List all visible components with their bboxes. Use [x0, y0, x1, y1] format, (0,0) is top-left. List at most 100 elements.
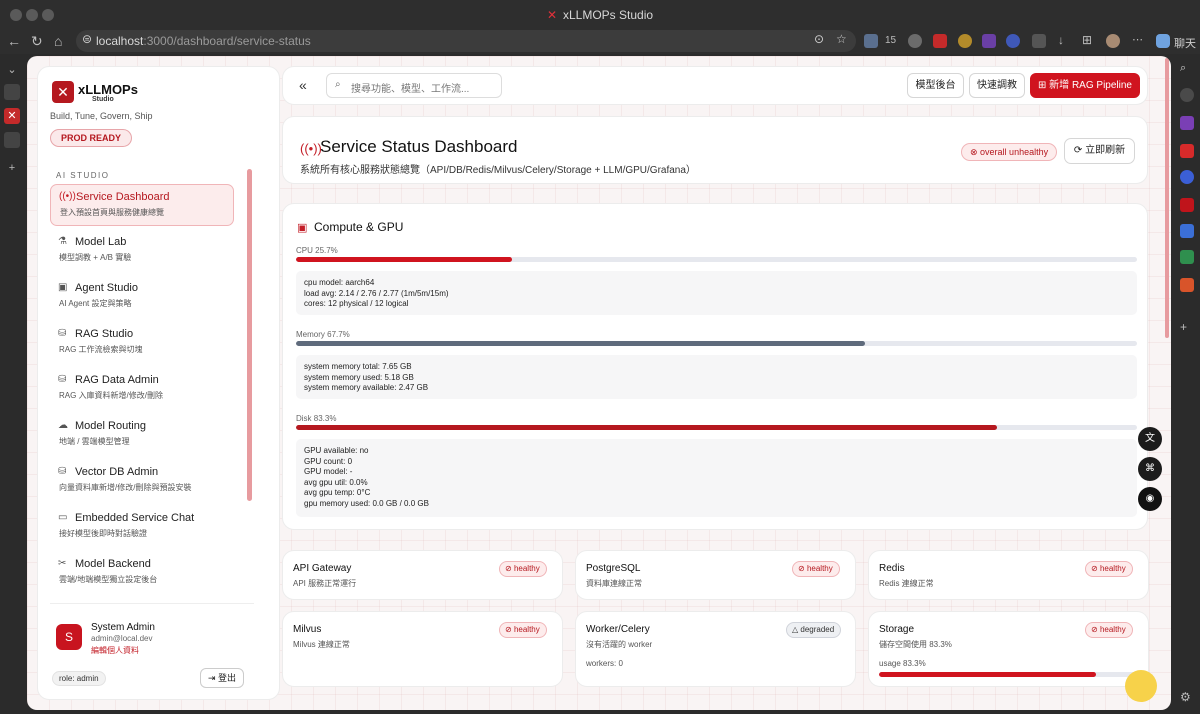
sidepanel-icon[interactable]: ⊞ — [1082, 33, 1093, 47]
search-input[interactable]: ⌕ 搜尋功能、模型、工作流... — [326, 73, 502, 98]
extension-icon[interactable] — [958, 34, 972, 48]
home-icon[interactable]: ⌂ — [54, 33, 63, 49]
search-icon[interactable]: ⌕ — [1180, 62, 1187, 74]
reader-icon[interactable]: ⊙ — [814, 32, 825, 46]
settings-gear-icon[interactable]: ⚙ — [1180, 690, 1191, 704]
service-desc: 沒有活躍的 worker — [586, 640, 653, 649]
storage-usage-label: usage 83.3% — [879, 659, 926, 668]
sidebar-item-rag-studio[interactable]: ⛁ RAG Studio RAG 工作流檢索與切塊 — [50, 322, 234, 364]
assistant-icon[interactable] — [1156, 34, 1170, 48]
profile-avatar-icon[interactable] — [1106, 34, 1120, 48]
assistant-bot-icon[interactable]: ◉ — [1138, 487, 1162, 511]
notes-icon[interactable] — [1180, 116, 1194, 130]
brand-name: xLLMOPs — [78, 82, 138, 97]
status-text: healthy — [513, 625, 540, 634]
minimize-window-button[interactable] — [26, 9, 38, 21]
info-line: load avg: 2.14 / 2.76 / 2.77 (1m/5m/15m) — [304, 288, 449, 298]
cpu-label: CPU 25.7% — [296, 246, 338, 255]
service-desc: Redis 連線正常 — [879, 579, 934, 588]
extension-icon[interactable] — [1006, 34, 1020, 48]
add-panel-icon[interactable]: + — [1180, 320, 1188, 334]
sidebar-item-label: Vector DB Admin — [75, 466, 159, 478]
sidebar-scrollbar[interactable] — [247, 169, 252, 501]
claude-icon[interactable] — [1180, 278, 1194, 292]
service-desc: 儲存空間使用 83.3% — [879, 640, 952, 649]
service-desc: Milvus 連線正常 — [293, 640, 350, 649]
close-window-button[interactable] — [10, 9, 22, 21]
service-desc: 資料庫連線正常 — [586, 579, 642, 588]
beach-avatar-icon[interactable] — [1125, 670, 1157, 702]
service-card-milvus: Milvus Milvus 連線正常 ⊘ healthy — [282, 611, 563, 687]
sidebar-item-service-dashboard[interactable]: ((•)) Service Dashboard 登入預設首頁與服務健康總覽 — [50, 184, 234, 226]
status-text: healthy — [806, 564, 833, 573]
chip-icon: ▣ — [58, 282, 68, 293]
sidebar-item-embedded-chat[interactable]: ▭ Embedded Service Chat 接好模型後即時對話驗證 — [50, 506, 234, 548]
address-bar[interactable]: ⊜ localhost:3000/dashboard/service-statu… — [76, 30, 856, 52]
extension-badge: 15 — [885, 35, 897, 46]
chatgpt-icon[interactable] — [1180, 88, 1194, 102]
service-card-worker-celery: Worker/Celery 沒有活躍的 worker workers: 0 △ … — [575, 611, 856, 687]
model-backend-button[interactable]: 模型後台 — [907, 73, 964, 98]
role-badge: role: admin — [52, 671, 106, 686]
edit-profile-link[interactable]: 編輯個人資料 — [91, 646, 139, 655]
sidebar-item-vector-db-admin[interactable]: ⛁ Vector DB Admin 向量資料庫新增/修改/刪除與預設安裝 — [50, 460, 234, 502]
chat-label[interactable]: 聊天 — [1174, 38, 1196, 50]
logout-button[interactable]: ⇥ 登出 — [200, 668, 244, 688]
quick-tune-button[interactable]: 快速調教 — [969, 73, 1025, 98]
sidebar-item-rag-data-admin[interactable]: ⛁ RAG Data Admin RAG 入庫資料新增/修改/刪除 — [50, 368, 234, 410]
sidebar-item-model-backend[interactable]: ✂ Model Backend 雲端/地端模型獨立設定後台 — [50, 552, 234, 594]
new-tab-icon[interactable]: + — [8, 162, 16, 174]
zoom-window-button[interactable] — [42, 9, 54, 21]
netflix-icon[interactable] — [1180, 198, 1194, 212]
search-icon: ⌕ — [335, 79, 341, 90]
tools-icon: ✂ — [58, 558, 67, 569]
collapse-sidebar-icon[interactable]: « — [299, 77, 307, 93]
sidebar-item-model-routing[interactable]: ☁ Model Routing 地端 / 雲端模型管理 — [50, 414, 234, 456]
disk-progress-bar — [296, 425, 1137, 430]
nvidia-icon[interactable] — [1180, 250, 1194, 264]
sidebar-item-agent-studio[interactable]: ▣ Agent Studio AI Agent 設定與策略 — [50, 276, 234, 318]
refresh-button[interactable]: ⟳ 立即刷新 — [1064, 138, 1135, 164]
memory-label: Memory 67.7% — [296, 330, 350, 339]
tab-thumb-icon[interactable] — [4, 132, 20, 148]
warning-triangle-icon: △ — [792, 625, 801, 634]
back-icon[interactable]: ← — [7, 33, 21, 49]
bookmark-star-icon[interactable]: ☆ — [836, 32, 847, 46]
url-path: :3000/dashboard/service-status — [143, 34, 311, 48]
messenger-icon[interactable] — [1180, 170, 1194, 184]
site-info-icon[interactable]: ⊜ — [82, 32, 93, 46]
gpu-info-box: GPU available: no GPU count: 0 GPU model… — [296, 439, 1137, 517]
service-name: Worker/Celery — [586, 624, 650, 635]
window-title: ✕ xLLMOPs Studio — [546, 8, 654, 22]
new-rag-pipeline-button[interactable]: ⊞ 新增 RAG Pipeline — [1030, 73, 1140, 98]
extension-icon[interactable] — [908, 34, 922, 48]
info-line: system memory total: 7.65 GB — [304, 362, 412, 371]
sidebar-item-sub: 地端 / 雲端模型管理 — [59, 437, 130, 446]
extension-icon[interactable] — [982, 34, 996, 48]
download-icon[interactable]: ↓ — [1058, 33, 1064, 47]
check-circle-icon: ⊘ — [1091, 625, 1100, 634]
info-line: system memory available: 2.47 GB — [304, 383, 429, 392]
translate-icon[interactable]: 文 — [1138, 427, 1162, 451]
database-icon: ⛁ — [58, 374, 67, 385]
extension-icon[interactable] — [864, 34, 878, 48]
more-icon[interactable]: ⋯ — [1132, 34, 1143, 46]
section-title: Compute & GPU — [314, 220, 404, 234]
bookmarks-icon[interactable] — [1180, 224, 1194, 238]
sidebar-item-model-lab[interactable]: ⚗ Model Lab 模型調教 + A/B 實驗 — [50, 230, 234, 272]
sidebar-item-sub: 登入預設首頁與服務健康總覽 — [60, 208, 164, 217]
puzzle-icon[interactable] — [1032, 34, 1046, 48]
avatar[interactable]: S — [56, 624, 82, 650]
main-scrollbar[interactable] — [1165, 58, 1169, 338]
info-line: cores: 12 physical / 12 logical — [304, 299, 409, 308]
cpu-progress-fill — [296, 257, 513, 262]
tab-app-icon[interactable]: ✕ — [4, 108, 20, 124]
reload-icon[interactable]: ↻ — [31, 33, 43, 49]
overall-status-text: overall unhealthy — [980, 147, 1049, 157]
browser-left-rail: ⌄ ✕ + — [0, 54, 24, 714]
youtube-icon[interactable] — [1180, 144, 1194, 158]
chevron-down-icon[interactable]: ⌄ — [7, 64, 17, 76]
tab-thumb-icon[interactable] — [4, 84, 20, 100]
command-icon[interactable]: ⌘ — [1138, 457, 1162, 481]
pdf-extension-icon[interactable] — [933, 34, 947, 48]
